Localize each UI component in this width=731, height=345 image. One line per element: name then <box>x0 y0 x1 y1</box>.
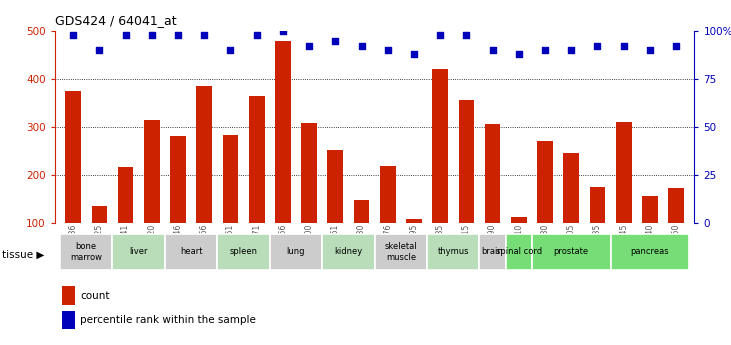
Bar <box>327 150 343 270</box>
Bar <box>406 219 422 270</box>
Text: count: count <box>80 291 110 301</box>
Point <box>382 47 393 53</box>
Bar <box>249 96 265 270</box>
Point <box>224 47 236 53</box>
Point <box>644 47 656 53</box>
Point <box>618 43 629 49</box>
Text: thymus: thymus <box>438 247 469 256</box>
Point <box>565 47 577 53</box>
Point <box>670 43 682 49</box>
Text: kidney: kidney <box>334 247 363 256</box>
Bar <box>506 234 532 270</box>
Text: GDS424 / 64041_at: GDS424 / 64041_at <box>55 14 176 27</box>
Bar <box>532 234 610 270</box>
Text: spleen: spleen <box>230 247 257 256</box>
Point <box>251 32 262 38</box>
Text: pancreas: pancreas <box>631 247 669 256</box>
Point <box>539 47 551 53</box>
Point <box>487 47 499 53</box>
Text: skeletal
muscle: skeletal muscle <box>385 242 417 262</box>
Text: lung: lung <box>287 247 306 256</box>
Bar <box>197 86 212 270</box>
Point <box>173 32 184 38</box>
Bar <box>616 122 632 270</box>
Bar <box>427 234 480 270</box>
Bar <box>485 125 501 270</box>
Point <box>146 32 158 38</box>
Point <box>434 32 446 38</box>
Bar <box>144 120 159 270</box>
Bar <box>170 136 186 270</box>
Point <box>303 43 315 49</box>
Bar <box>91 206 107 270</box>
Bar <box>668 188 684 270</box>
Point <box>513 51 525 57</box>
Text: heart: heart <box>180 247 202 256</box>
Bar <box>511 217 526 270</box>
Text: prostate: prostate <box>553 247 588 256</box>
Point <box>120 32 132 38</box>
Text: tissue ▶: tissue ▶ <box>2 250 45 259</box>
Text: bone
marrow: bone marrow <box>70 242 102 262</box>
Bar <box>380 166 395 270</box>
Bar <box>642 196 658 270</box>
Bar <box>275 41 291 270</box>
Bar <box>458 100 474 270</box>
Bar <box>118 167 134 270</box>
Bar <box>113 234 165 270</box>
Bar <box>537 141 553 270</box>
Bar <box>480 234 506 270</box>
Bar <box>354 200 369 270</box>
Bar <box>217 234 270 270</box>
Bar <box>301 124 317 270</box>
Bar <box>432 69 448 270</box>
Text: spinal cord: spinal cord <box>496 247 542 256</box>
Bar <box>322 234 374 270</box>
Point <box>94 47 105 53</box>
Text: percentile rank within the sample: percentile rank within the sample <box>80 315 257 325</box>
Point <box>408 51 420 57</box>
Bar <box>223 135 238 270</box>
Text: brain: brain <box>482 247 504 256</box>
Point <box>356 43 368 49</box>
Point <box>277 28 289 34</box>
Point <box>198 32 210 38</box>
Point <box>67 32 79 38</box>
Bar <box>590 187 605 270</box>
Text: liver: liver <box>129 247 148 256</box>
Point <box>591 43 603 49</box>
Point <box>330 38 341 43</box>
Bar <box>60 234 113 270</box>
Bar <box>564 152 579 270</box>
Bar <box>270 234 322 270</box>
Bar <box>374 234 427 270</box>
Point <box>461 32 472 38</box>
Bar <box>65 91 81 270</box>
Bar <box>165 234 217 270</box>
Bar <box>610 234 689 270</box>
